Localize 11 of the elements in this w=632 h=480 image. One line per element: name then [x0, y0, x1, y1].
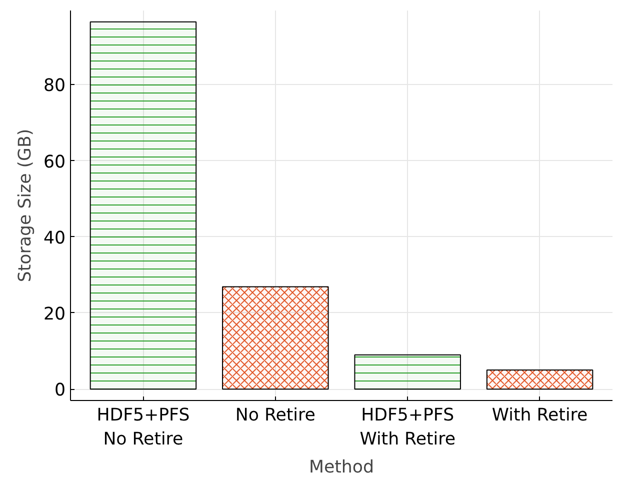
x-tick-label: HDF5+PFS With Retire: [360, 406, 456, 450]
y-axis-title: Storage Size (GB): [15, 128, 36, 282]
x-tick-label: With Retire: [492, 406, 588, 426]
y-tick-label: 80: [43, 76, 66, 96]
x-tick-label: No Retire: [235, 406, 316, 426]
y-tick-label: 0: [54, 380, 66, 401]
y-tick-label: 60: [43, 152, 66, 172]
y-tick-label: 40: [43, 228, 66, 248]
x-axis-title: Method: [309, 458, 374, 478]
y-tick-label: 20: [43, 304, 66, 324]
x-tick-label: HDF5+PFS No Retire: [96, 406, 190, 450]
